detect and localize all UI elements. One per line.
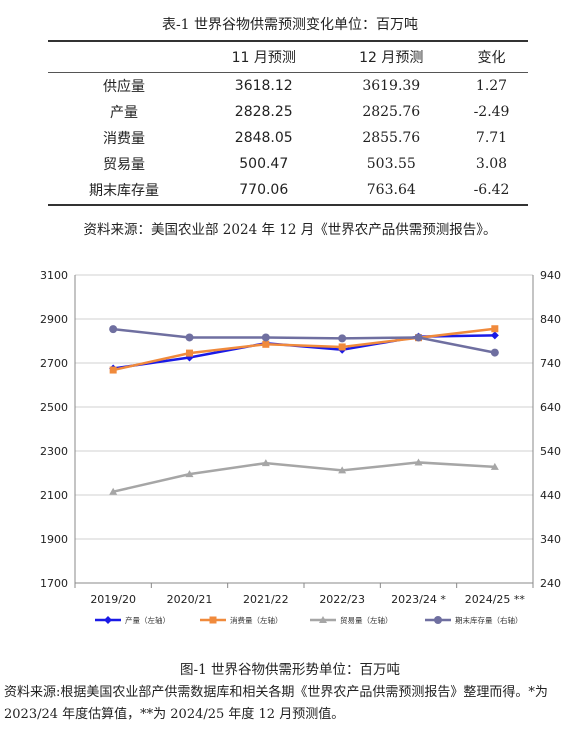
cell-change: 3.08 — [475, 156, 508, 172]
legend-label: 消费量（左轴） — [230, 615, 283, 625]
x-tick-label: 2023/24 * — [391, 593, 446, 606]
cell-dec: 763.64 — [327, 177, 456, 206]
y-right-tick-label: 640 — [540, 401, 561, 414]
data-point — [261, 333, 270, 342]
data-point — [109, 325, 118, 334]
figure-source: 资料来源:根据美国农业部产供需数据库和相关各期《世界农产品供需预测报告》整理而得… — [4, 685, 548, 722]
cell-nov: 770.06 — [200, 177, 328, 206]
x-tick-label: 2020/21 — [167, 593, 213, 606]
data-point — [185, 333, 194, 342]
data-point — [338, 343, 346, 351]
header-nov: 11 月预测 — [200, 40, 328, 73]
header-change: 变化 — [455, 40, 528, 73]
cell-dec: 3619.39 — [362, 78, 421, 94]
y-right-tick-label: 840 — [540, 313, 561, 326]
y-left-tick-label: 2300 — [40, 445, 68, 458]
table-row: 供应量 3618.12 3619.39 1.27 — [48, 73, 528, 100]
y-right-tick-label: 240 — [540, 577, 561, 590]
row-label: 供应量 — [103, 79, 145, 95]
row-label: 期末库存量 — [48, 177, 200, 206]
data-point — [109, 366, 117, 374]
data-point — [109, 487, 118, 495]
row-label: 贸易量 — [103, 157, 145, 173]
data-point — [338, 334, 347, 343]
y-left-tick-label: 2900 — [40, 313, 68, 326]
table-row: 产量 2828.25 2825.76 -2.49 — [48, 99, 528, 125]
y-left-tick-label: 2100 — [40, 489, 68, 502]
y-left-tick-label: 2500 — [40, 401, 68, 414]
header-blank — [48, 40, 200, 73]
row-label: 消费量 — [103, 131, 145, 147]
data-point — [186, 349, 193, 357]
cell-dec: 503.55 — [366, 156, 416, 172]
cell-change: 1.27 — [475, 78, 508, 94]
cell-change: 7.71 — [475, 130, 508, 146]
series-line-3 — [113, 327, 496, 354]
legend-marker — [104, 616, 112, 624]
data-point — [185, 470, 194, 478]
data-point — [262, 340, 270, 348]
supply-demand-table: 11 月预测 12 月预测 变化 供应量 3618.12 3619.39 1.2… — [48, 40, 528, 206]
legend-marker — [319, 616, 327, 623]
y-left-tick-label: 2700 — [40, 357, 68, 370]
table-title: 表-1 世界谷物供需预测变化单位：百万吨 — [161, 17, 419, 33]
x-tick-label: 2021/22 — [243, 593, 289, 606]
data-point — [414, 333, 423, 342]
supply-demand-line-chart: 1700 240 1900 340 2100 440 2300 540 2500 640 2700 7… — [40, 269, 561, 625]
y-right-tick-label: 740 — [540, 357, 561, 370]
y-right-tick-label: 540 — [540, 445, 561, 458]
cell-nov: 2828.25 — [234, 104, 293, 120]
cell-nov: 3618.12 — [234, 78, 293, 94]
table-row: 期末库存量 770.06 763.64 -6.42 — [48, 177, 528, 206]
cell-dec: 2825.76 — [362, 104, 421, 120]
data-point — [490, 348, 499, 357]
table-row: 消费量 2848.05 2855.76 7.71 — [48, 125, 528, 151]
x-tick-label: 2019/20 — [90, 593, 136, 606]
figure-title: 图-1 世界谷物供需形势单位：百万吨 — [180, 662, 400, 678]
x-tick-label: 2024/25 ** — [465, 593, 526, 606]
series-line-2 — [112, 461, 495, 493]
cell-change: -6.42 — [455, 177, 528, 206]
table-source: 资料来源：美国农业部 2024 年 12 月《世界农产品供需预测报告》。 — [83, 222, 497, 238]
series-line-1 — [112, 327, 495, 372]
x-tick-label: 2022/23 — [319, 593, 365, 606]
legend-marker — [209, 616, 217, 624]
y-left-tick-label: 1900 — [40, 533, 68, 546]
header-dec: 12 月预测 — [327, 40, 456, 73]
data-point — [261, 459, 270, 467]
cell-change: -2.49 — [473, 104, 510, 120]
data-point — [490, 462, 499, 470]
cell-nov: 2848.05 — [234, 130, 293, 146]
y-left-tick-label: 3100 — [40, 269, 68, 282]
data-point — [414, 458, 423, 466]
table-row: 贸易量 500.47 503.55 3.08 — [48, 151, 528, 177]
y-right-tick-label: 440 — [540, 489, 561, 502]
legend-marker — [434, 616, 442, 624]
row-label: 产量 — [110, 105, 138, 121]
data-point — [491, 325, 499, 333]
data-point — [338, 466, 347, 474]
legend-label: 期末库存量（右轴） — [455, 615, 523, 625]
legend-label: 产量（左轴） — [125, 615, 170, 625]
cell-dec: 2855.76 — [362, 130, 421, 146]
data-point — [490, 331, 499, 340]
y-right-tick-label: 940 — [540, 269, 561, 282]
legend-label: 贸易量（左轴） — [340, 615, 393, 625]
cell-nov: 500.47 — [239, 156, 289, 172]
y-right-tick-label: 340 — [540, 533, 561, 546]
y-left-tick-label: 1700 — [40, 577, 68, 590]
